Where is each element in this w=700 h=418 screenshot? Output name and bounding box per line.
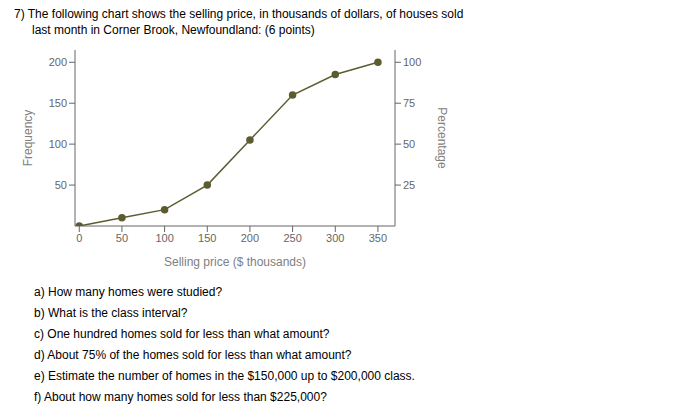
svg-text:Percentage: Percentage — [435, 107, 449, 169]
svg-text:25: 25 — [403, 179, 415, 191]
svg-text:300: 300 — [326, 232, 344, 244]
html-text:b) What is the class interval?: b) What is the class interval? — [34, 306, 188, 320]
html-text:e) Estimate the number of home: e) Estimate the number of homes in the $… — [34, 369, 415, 383]
svg-text:100: 100 — [155, 232, 173, 244]
svg-text:200: 200 — [49, 56, 67, 68]
html-text:f) About how many homes sold f: f) About how many homes sold for less th… — [34, 390, 327, 404]
svg-text:150: 150 — [49, 97, 67, 109]
svg-text:200: 200 — [241, 232, 259, 244]
svg-text:150: 150 — [198, 232, 216, 244]
svg-text:50: 50 — [55, 179, 67, 191]
svg-text:50: 50 — [403, 138, 415, 150]
html-text:c) One hundred homes sold for: c) One hundred homes sold for less than … — [34, 327, 330, 341]
svg-text:0: 0 — [76, 232, 82, 244]
svg-text:100: 100 — [49, 138, 67, 150]
html-text:7) The following chart shows t: 7) The following chart shows the selling… — [14, 7, 464, 21]
svg-text:250: 250 — [283, 232, 301, 244]
html-text:a) How many homes were studied: a) How many homes were studied? — [34, 285, 223, 299]
svg-text:50: 50 — [116, 232, 128, 244]
svg-text:100: 100 — [403, 56, 421, 68]
html-text:d) About 75% of the homes sold: d) About 75% of the homes sold for less … — [34, 348, 352, 362]
svg-text:350: 350 — [369, 232, 387, 244]
svg-text:75: 75 — [403, 97, 415, 109]
svg-text:Selling price ($ thousands): Selling price ($ thousands) — [164, 255, 306, 269]
svg-text:Frequency: Frequency — [21, 110, 35, 167]
html-text:last month in Corner Brook, Ne: last month in Corner Brook, Newfoundland… — [32, 23, 315, 37]
